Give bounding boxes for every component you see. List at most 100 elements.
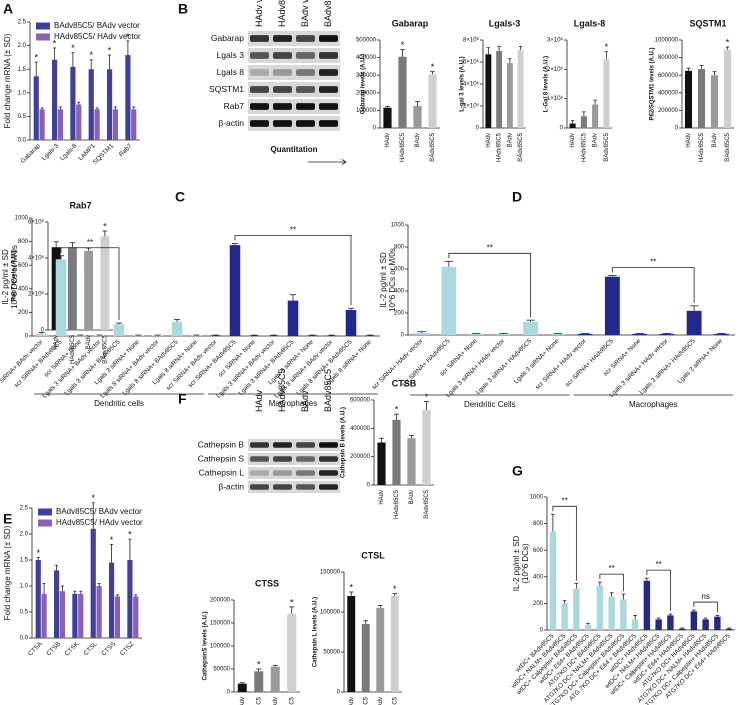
x-tick-label: Lgals 3 siRNA+ HAdv85C5 bbox=[638, 337, 697, 396]
y-tick-label: 400 bbox=[533, 574, 544, 580]
significance-marker: * bbox=[128, 530, 132, 540]
significance-marker: * bbox=[71, 43, 75, 53]
blot-band bbox=[319, 442, 338, 448]
y-tick-label: 800 bbox=[533, 521, 544, 527]
bar bbox=[550, 333, 566, 335]
bar bbox=[131, 109, 137, 140]
group-label: Macrophages bbox=[629, 400, 677, 409]
x-tick-label: HAdv bbox=[686, 133, 692, 148]
y-tick-label: 500000 bbox=[356, 38, 377, 44]
bar bbox=[608, 596, 615, 630]
bar bbox=[596, 586, 604, 630]
chart-title: SQSTM1 bbox=[689, 18, 726, 28]
significance-label: ** bbox=[562, 496, 568, 505]
y-tick-label: 0 bbox=[560, 126, 564, 132]
bar bbox=[485, 54, 492, 128]
bar bbox=[580, 116, 587, 128]
lane-label: BAdv85C5 bbox=[323, 369, 333, 412]
y-axis-label: (10^6 DCs) bbox=[521, 543, 530, 584]
x-tick-label: CTSZ bbox=[119, 641, 136, 658]
bar bbox=[249, 335, 260, 336]
bar bbox=[398, 56, 407, 128]
bar bbox=[270, 666, 280, 692]
y-tick-label: 0 bbox=[25, 334, 29, 340]
x-tick-label: BAdv85C5 bbox=[430, 132, 436, 161]
y-tick-label: 100000 bbox=[210, 644, 231, 650]
x-tick-label: BAdv bbox=[593, 133, 599, 147]
x-tick-label: HAdv bbox=[240, 697, 246, 705]
row-label: Cathepsin S bbox=[198, 453, 245, 463]
x-tick-label: HAdv bbox=[349, 697, 355, 705]
chart-title: CTSS bbox=[255, 578, 279, 588]
x-tick-label: BAdv85C5 bbox=[392, 696, 398, 705]
significance-marker: * bbox=[108, 45, 112, 55]
bar bbox=[33, 76, 39, 140]
blot-band bbox=[250, 69, 269, 76]
y-tick-label: 50000 bbox=[213, 667, 230, 673]
bar bbox=[495, 333, 511, 335]
arrow bbox=[308, 159, 347, 165]
bar bbox=[133, 335, 144, 336]
bar bbox=[229, 245, 241, 336]
chart-title: Lgals-8 bbox=[574, 18, 606, 28]
y-tick-label: 2×10⁶ bbox=[28, 291, 45, 298]
bar bbox=[592, 104, 599, 128]
panel-letter: G bbox=[512, 463, 523, 479]
x-tick-label: Gabarap bbox=[19, 142, 42, 165]
blot-band bbox=[296, 120, 315, 127]
lane-label: HAdv85C5 bbox=[277, 368, 287, 412]
bar bbox=[88, 69, 94, 140]
bar bbox=[36, 333, 47, 336]
blot-band bbox=[273, 442, 292, 448]
x-tick-label: BAdv85C5 bbox=[424, 489, 430, 518]
x-tick-label: BAdv bbox=[415, 133, 421, 147]
y-tick-label: 6×10⁶ bbox=[28, 219, 45, 226]
y-tick-label: 100000 bbox=[356, 108, 377, 114]
y-tick-label: 400 bbox=[394, 289, 405, 295]
y-tick-label: 200000 bbox=[356, 90, 377, 96]
significance-label: ** bbox=[650, 258, 656, 267]
bar bbox=[573, 588, 580, 630]
panel-letter: B bbox=[178, 1, 188, 17]
y-tick-label: 0 bbox=[540, 628, 544, 634]
bar bbox=[631, 619, 639, 630]
bar bbox=[70, 66, 76, 140]
y-tick-label: 6×10⁶ bbox=[463, 59, 480, 66]
bar bbox=[383, 107, 392, 128]
bar bbox=[569, 123, 576, 128]
bar bbox=[72, 593, 78, 638]
y-tick-label: 0 bbox=[337, 690, 341, 696]
y-tick-label: 200 bbox=[533, 601, 544, 607]
blot-strip bbox=[248, 439, 340, 451]
bar bbox=[714, 616, 721, 630]
y-tick-label: 1000 bbox=[391, 223, 405, 229]
legend-label: HAdv85C5/ HAdv vector bbox=[54, 32, 141, 41]
bar bbox=[254, 671, 264, 692]
y-tick-label: 8×10⁶ bbox=[463, 37, 480, 44]
y-axis-label: L-gal 3 levels (A.U.) bbox=[460, 56, 466, 111]
bar bbox=[577, 333, 593, 335]
significance-bracket bbox=[611, 267, 695, 303]
x-tick-label: BAdv bbox=[712, 133, 718, 147]
y-tick-label: 600 bbox=[533, 548, 544, 554]
y-axis-label: Cathepsin L levels (A.U.) bbox=[313, 597, 319, 667]
bar bbox=[365, 335, 376, 336]
blot-band bbox=[296, 35, 315, 42]
bar bbox=[549, 531, 557, 630]
blot-strip bbox=[248, 82, 340, 97]
y-axis-label: 10^6 DCs or M/0s bbox=[10, 245, 19, 309]
y-tick-label: 2×10⁶ bbox=[463, 103, 480, 110]
y-tick-label: 0 bbox=[675, 126, 679, 132]
chart-title: CTSB bbox=[392, 378, 417, 388]
significance-marker: * bbox=[393, 584, 397, 594]
row-label: β-actin bbox=[218, 118, 244, 128]
x-tick-label: HAdv bbox=[54, 335, 60, 350]
y-tick-label: 200000 bbox=[658, 108, 679, 114]
y-tick-label: 800000 bbox=[658, 55, 679, 61]
significance-marker: * bbox=[425, 392, 429, 402]
bar bbox=[133, 596, 139, 638]
y-tick-label: 1.5 bbox=[18, 67, 27, 73]
significance-marker: * bbox=[401, 40, 405, 50]
x-tick-label: CTSK bbox=[64, 640, 81, 657]
y-tick-label: 200 bbox=[18, 310, 29, 316]
